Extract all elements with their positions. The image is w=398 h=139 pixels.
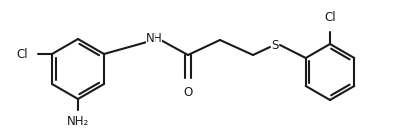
Text: N: N (146, 32, 155, 44)
Text: O: O (183, 86, 193, 99)
Text: Cl: Cl (16, 48, 28, 60)
Text: Cl: Cl (324, 11, 336, 24)
Text: H: H (153, 32, 162, 44)
Text: S: S (271, 39, 279, 52)
Text: NH₂: NH₂ (67, 115, 89, 128)
